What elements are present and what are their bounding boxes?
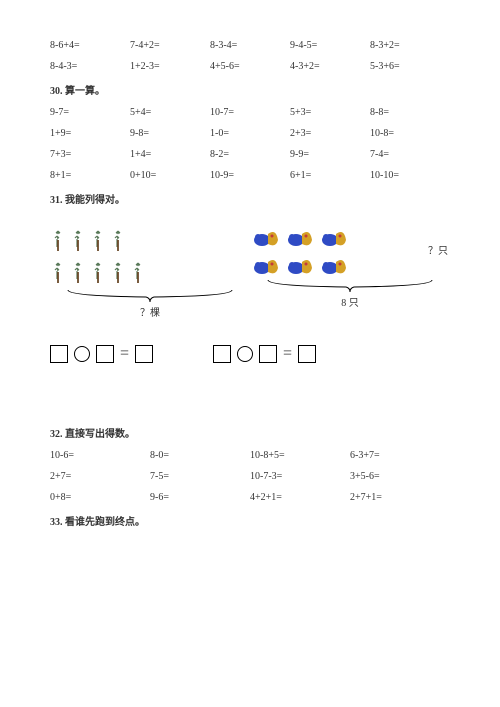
- tree-icon: [130, 258, 146, 286]
- expr: 5-3+6=: [370, 61, 450, 72]
- brace-icon: [50, 288, 250, 302]
- math-row: 10-6= 8-0= 10-8+5= 6-3+7=: [50, 450, 450, 461]
- expr: 8-4-3=: [50, 61, 130, 72]
- math-row: 2+7= 7-5= 10-7-3= 3+5-6=: [50, 471, 450, 482]
- expr: 7-4=: [370, 149, 450, 160]
- tree-icon: [50, 226, 66, 254]
- blank-circle[interactable]: [74, 346, 90, 362]
- peacock-problem: ？只 8 只: [250, 226, 450, 309]
- peacock-icon: [250, 254, 280, 278]
- expr: 2+3=: [290, 128, 370, 139]
- equals-sign: =: [283, 345, 292, 363]
- tree-icon: [110, 258, 126, 286]
- equation-templates: = =: [50, 345, 450, 363]
- expr: 10-10=: [370, 170, 450, 181]
- expr: 2+7+1=: [350, 492, 450, 503]
- blank-box[interactable]: [298, 345, 316, 363]
- expr: 0+8=: [50, 492, 150, 503]
- peacock-label: 8 只: [250, 294, 450, 309]
- expr: 8-8=: [370, 107, 450, 118]
- expr: 0+10=: [130, 170, 210, 181]
- equals-sign: =: [120, 345, 129, 363]
- peacock-icon: [318, 254, 348, 278]
- expr: 7-4+2=: [130, 40, 210, 51]
- tree-icon: [90, 258, 106, 286]
- peacock-icon: [318, 226, 348, 250]
- math-row: 8-6+4= 7-4+2= 8-3-4= 9-4-5= 8-3+2=: [50, 40, 450, 51]
- tree-icon: [70, 226, 86, 254]
- expr: 2+7=: [50, 471, 150, 482]
- expr: 8-3+2=: [370, 40, 450, 51]
- expr: 4-3+2=: [290, 61, 370, 72]
- expr: 8-0=: [150, 450, 250, 461]
- expr: 10-8=: [370, 128, 450, 139]
- section-31-heading: 31. 我能列得对。: [50, 191, 450, 206]
- expr: 10-8+5=: [250, 450, 350, 461]
- blank-box[interactable]: [259, 345, 277, 363]
- expr: 4+5-6=: [210, 61, 290, 72]
- section-33-heading: 33. 看谁先跑到终点。: [50, 513, 450, 528]
- expr: 5+4=: [130, 107, 210, 118]
- blank-box[interactable]: [213, 345, 231, 363]
- expr: 8-3-4=: [210, 40, 290, 51]
- blank-box[interactable]: [96, 345, 114, 363]
- expr: 10-7-3=: [250, 471, 350, 482]
- math-row: 1+9= 9-8= 1-0= 2+3= 10-8=: [50, 128, 450, 139]
- section-32-heading: 32. 直接写出得数。: [50, 425, 450, 440]
- math-row: 7+3= 1+4= 8-2= 9-9= 7-4=: [50, 149, 450, 160]
- brace-icon: [250, 278, 450, 292]
- tree-label: ？棵: [50, 304, 250, 319]
- expr: 8-6+4=: [50, 40, 130, 51]
- expr: 1+9=: [50, 128, 130, 139]
- tree-icon: [50, 258, 66, 286]
- expr: 6-3+7=: [350, 450, 450, 461]
- section-30-heading: 30. 算一算。: [50, 82, 450, 97]
- expr: 6+1=: [290, 170, 370, 181]
- expr: 9-4-5=: [290, 40, 370, 51]
- expr: 10-7=: [210, 107, 290, 118]
- tree-icon: [70, 258, 86, 286]
- tree-icon: [90, 226, 106, 254]
- expr: 4+2+1=: [250, 492, 350, 503]
- picture-problems: ？棵 ？只 8 只: [50, 226, 450, 319]
- expr: 10-6=: [50, 450, 150, 461]
- tree-problem: ？棵: [50, 226, 250, 319]
- equation-left: =: [50, 345, 153, 363]
- expr: 9-6=: [150, 492, 250, 503]
- math-row: 9-7= 5+4= 10-7= 5+3= 8-8=: [50, 107, 450, 118]
- peacock-icon: [250, 226, 280, 250]
- expr: 1-0=: [210, 128, 290, 139]
- expr: 8-2=: [210, 149, 290, 160]
- blank-box[interactable]: [135, 345, 153, 363]
- expr: 5+3=: [290, 107, 370, 118]
- blank-box[interactable]: [50, 345, 68, 363]
- expr: 8+1=: [50, 170, 130, 181]
- expr: 9-7=: [50, 107, 130, 118]
- peacock-icon: [284, 226, 314, 250]
- expr: 9-8=: [130, 128, 210, 139]
- expr: 7-5=: [150, 471, 250, 482]
- expr: 1+4=: [130, 149, 210, 160]
- expr: 7+3=: [50, 149, 130, 160]
- expr: 3+5-6=: [350, 471, 450, 482]
- peacock-unknown: ？只: [428, 242, 448, 257]
- math-row: 8-4-3= 1+2-3= 4+5-6= 4-3+2= 5-3+6=: [50, 61, 450, 72]
- blank-circle[interactable]: [237, 346, 253, 362]
- tree-icon: [110, 226, 126, 254]
- math-row: 0+8= 9-6= 4+2+1= 2+7+1=: [50, 492, 450, 503]
- expr: 1+2-3=: [130, 61, 210, 72]
- equation-right: =: [213, 345, 316, 363]
- expr: 9-9=: [290, 149, 370, 160]
- math-row: 8+1= 0+10= 10-9= 6+1= 10-10=: [50, 170, 450, 181]
- peacock-icon: [284, 254, 314, 278]
- expr: 10-9=: [210, 170, 290, 181]
